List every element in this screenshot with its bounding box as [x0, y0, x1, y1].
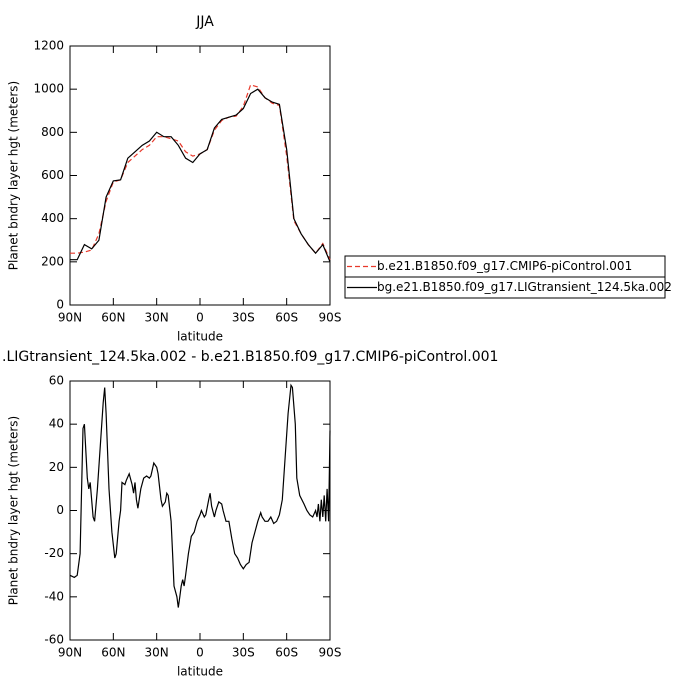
y-tick-label: 600: [41, 168, 64, 182]
y-tick-label: 0: [56, 298, 64, 312]
data-line: [70, 88, 331, 263]
y-tick-label: -40: [44, 589, 64, 603]
x-tick-label: 60S: [275, 646, 298, 660]
x-tick-label: 30S: [232, 311, 255, 325]
y-tick-label: 0: [56, 503, 64, 517]
x-tick-label: 60N: [101, 646, 125, 660]
legend-label: bg.e21.B1850.f09_g17.LIGtransient_124.5k…: [377, 280, 672, 294]
x-tick-label: 60S: [275, 311, 298, 325]
y-tick-label: 60: [49, 374, 64, 388]
y-tick-label: -60: [44, 633, 64, 647]
y-tick-label: 1200: [33, 39, 64, 53]
x-tick-label: 90N: [58, 646, 82, 660]
data-line: [69, 383, 331, 608]
x-tick-label: 90N: [58, 311, 82, 325]
data-line: [70, 84, 331, 260]
chart-title: .LIGtransient_124.5ka.002 - b.e21.B1850.…: [2, 349, 498, 365]
y-tick-label: 40: [49, 417, 64, 431]
y-tick-label: 1000: [33, 82, 64, 96]
x-tick-label: 30N: [145, 646, 169, 660]
y-tick-label: 20: [49, 460, 64, 474]
x-axis-label: latitude: [177, 330, 223, 344]
x-tick-label: 90S: [319, 646, 342, 660]
x-tick-label: 90S: [319, 311, 342, 325]
x-tick-label: 0: [196, 311, 204, 325]
plot-frame: [69, 380, 331, 641]
x-tick-label: 30S: [232, 646, 255, 660]
y-tick-label: 200: [41, 254, 64, 268]
y-axis-label: Planet bndry layer hgt (meters): [7, 81, 21, 271]
x-tick-label: 0: [196, 646, 204, 660]
y-tick-label: -20: [44, 546, 64, 560]
x-tick-label: 60N: [101, 311, 125, 325]
x-axis-label: latitude: [177, 665, 223, 679]
x-tick-label: 30N: [145, 311, 169, 325]
y-axis-label: Planet bndry layer hgt (meters): [7, 416, 21, 606]
plot-frame: [69, 45, 331, 306]
y-tick-label: 400: [41, 211, 64, 225]
y-tick-label: 800: [41, 125, 64, 139]
legend-label: b.e21.B1850.f09_g17.CMIP6-piControl.001: [377, 259, 632, 273]
chart-title: JJA: [195, 14, 214, 30]
